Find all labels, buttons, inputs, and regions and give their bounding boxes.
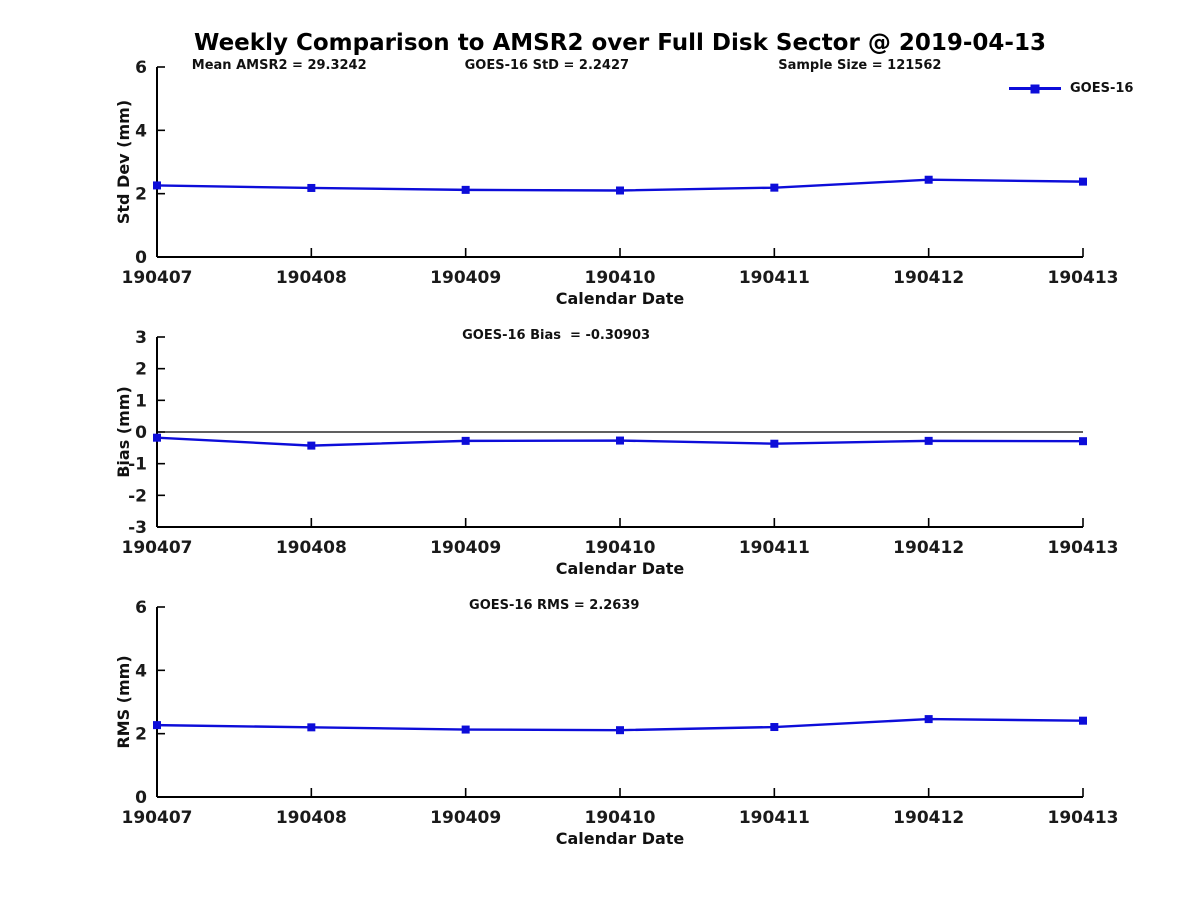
page-title: Weekly Comparison to AMSR2 over Full Dis… (194, 30, 1046, 56)
bias-chart: -3 -2 -1 0 1 2 3 190407 190408 190409 190410 190411… (122, 328, 1119, 558)
data-point-marker (461, 436, 470, 445)
annotation-mean-amsr2: Mean AMSR2 = 29.3242 (191, 58, 367, 73)
data-point-marker (153, 721, 161, 730)
y-tick-label: 0 (135, 423, 147, 443)
x-tick-label: 190413 (1048, 538, 1119, 558)
x-tick-label: 190408 (276, 538, 347, 558)
y-tick-label: 3 (135, 328, 147, 348)
y-tick-label: 6 (135, 58, 147, 78)
plot-area-stddev: 0 2 4 6 190407 190408 190409 190410 190411 190412… (122, 58, 1134, 288)
data-point-marker (1079, 437, 1087, 446)
legend-label: GOES-16 (1070, 81, 1134, 96)
x-tick-label: 190411 (739, 268, 810, 288)
x-tick-label: 190408 (276, 808, 347, 828)
x-tick-label: 190413 (1048, 808, 1119, 828)
data-point-marker (616, 436, 624, 445)
annotation-sample-size: Sample Size = 121562 (778, 58, 942, 73)
x-tick-label: 190412 (893, 808, 964, 828)
data-point-marker (770, 723, 779, 732)
x-tick-label: 190408 (276, 268, 347, 288)
plot-area-bias: -3 -2 -1 0 1 2 3 190407 190408 190409 190410 190411… (122, 328, 1119, 558)
x-tick-label: 190413 (1048, 268, 1119, 288)
y-tick-label: -1 (128, 455, 147, 475)
x-tick-label: 190409 (430, 808, 501, 828)
y-tick-label: -2 (128, 486, 147, 506)
y-tick-label: 1 (135, 391, 147, 411)
legend: GOES-16 (1009, 81, 1133, 96)
y-tick-label: 2 (135, 185, 147, 205)
x-tick-label: 190409 (430, 538, 501, 558)
x-tick-label: 190411 (739, 808, 810, 828)
data-point-marker (924, 715, 933, 724)
y-axis-label-rms: RMS (mm) (114, 655, 133, 749)
x-tick-label: 190410 (585, 268, 656, 288)
x-axis-label-rms: Calendar Date (555, 829, 685, 848)
x-tick-label: 190409 (430, 268, 501, 288)
annotation-goes16-std: GOES-16 StD = 2.2427 (464, 58, 630, 73)
y-tick-label: 6 (135, 598, 147, 618)
y-tick-label: 0 (135, 248, 147, 268)
y-tick-label: 4 (135, 661, 147, 681)
data-point-marker (461, 185, 470, 194)
x-tick-label: 190410 (585, 538, 656, 558)
data-point-marker (770, 439, 779, 448)
x-axis-label-stddev: Calendar Date (555, 289, 685, 308)
data-point-marker (924, 175, 933, 184)
legend-line-swatch (1009, 84, 1061, 93)
x-tick-label: 190411 (739, 538, 810, 558)
data-point-marker (1079, 177, 1087, 186)
y-axis-label-stddev: Std Dev (mm) (114, 99, 133, 225)
rms-chart: 0 2 4 6 190407 190408 190409 190410 190411 190412… (122, 598, 1119, 828)
x-tick-label: 190412 (893, 268, 964, 288)
data-point-marker (153, 181, 161, 190)
x-tick-label: 190407 (122, 268, 193, 288)
data-point-marker (307, 723, 316, 732)
x-tick-label: 190407 (122, 808, 193, 828)
x-tick-label: 190412 (893, 538, 964, 558)
x-tick-label: 190407 (122, 538, 193, 558)
stddev-chart: 0 2 4 6 190407 190408 190409 190410 190411 190412… (122, 58, 1119, 288)
y-tick-label: 0 (135, 788, 147, 808)
data-point-marker (307, 183, 316, 192)
y-tick-label: 2 (135, 360, 147, 380)
annotation-goes16-rms: GOES-16 RMS = 2.2639 (469, 598, 640, 613)
y-tick-label: 2 (135, 725, 147, 745)
y-tick-label: -3 (128, 518, 147, 538)
data-point-marker (770, 183, 779, 192)
data-point-marker (616, 186, 624, 195)
data-point-marker (461, 725, 470, 734)
annotation-goes16-bias: GOES-16 Bias = -0.30903 (462, 328, 651, 343)
data-point-marker (153, 433, 161, 442)
legend-square-marker-icon (1030, 84, 1040, 93)
data-point-marker (924, 436, 933, 445)
data-point-marker (307, 441, 316, 450)
x-tick-label: 190410 (585, 808, 656, 828)
data-point-marker (1079, 716, 1087, 725)
data-point-marker (616, 726, 624, 735)
x-axis-label-bias: Calendar Date (555, 559, 685, 578)
y-tick-label: 4 (135, 121, 147, 141)
plot-area-rms: 0 2 4 6 190407 190408 190409 190410 190411 190412… (122, 598, 1119, 828)
